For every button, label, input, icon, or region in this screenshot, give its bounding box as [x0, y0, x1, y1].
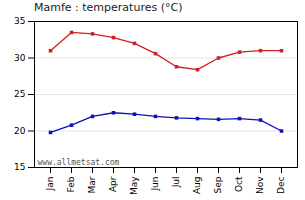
svg-text:Feb: Feb — [66, 176, 76, 192]
svg-text:www.allmetsat.com: www.allmetsat.com — [38, 158, 120, 167]
svg-text:Jan: Jan — [45, 177, 55, 192]
svg-text:Jun: Jun — [150, 177, 160, 192]
svg-text:Sep: Sep — [213, 176, 223, 193]
svg-text:15: 15 — [14, 162, 25, 172]
svg-text:Dec: Dec — [276, 176, 286, 193]
svg-text:20: 20 — [14, 126, 26, 136]
html-text:Mamfe : temperatures (°C): Mamfe : temperatures (°C) — [34, 1, 183, 14]
svg-text:Aug: Aug — [192, 177, 202, 195]
svg-text:Jul: Jul — [171, 177, 181, 189]
svg-text:35: 35 — [14, 16, 25, 26]
svg-text:Apr: Apr — [108, 176, 118, 192]
svg-text:Mar: Mar — [87, 176, 97, 193]
svg-text:25: 25 — [14, 89, 25, 99]
svg-text:Oct: Oct — [234, 176, 244, 192]
svg-text:Nov: Nov — [255, 176, 265, 194]
svg-text:May: May — [129, 176, 139, 195]
svg-text:30: 30 — [14, 53, 26, 63]
